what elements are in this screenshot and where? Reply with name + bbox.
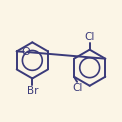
Text: Cl: Cl: [72, 83, 82, 93]
Text: Cl: Cl: [84, 32, 95, 42]
Text: Br: Br: [27, 86, 38, 96]
Text: O: O: [21, 47, 30, 57]
